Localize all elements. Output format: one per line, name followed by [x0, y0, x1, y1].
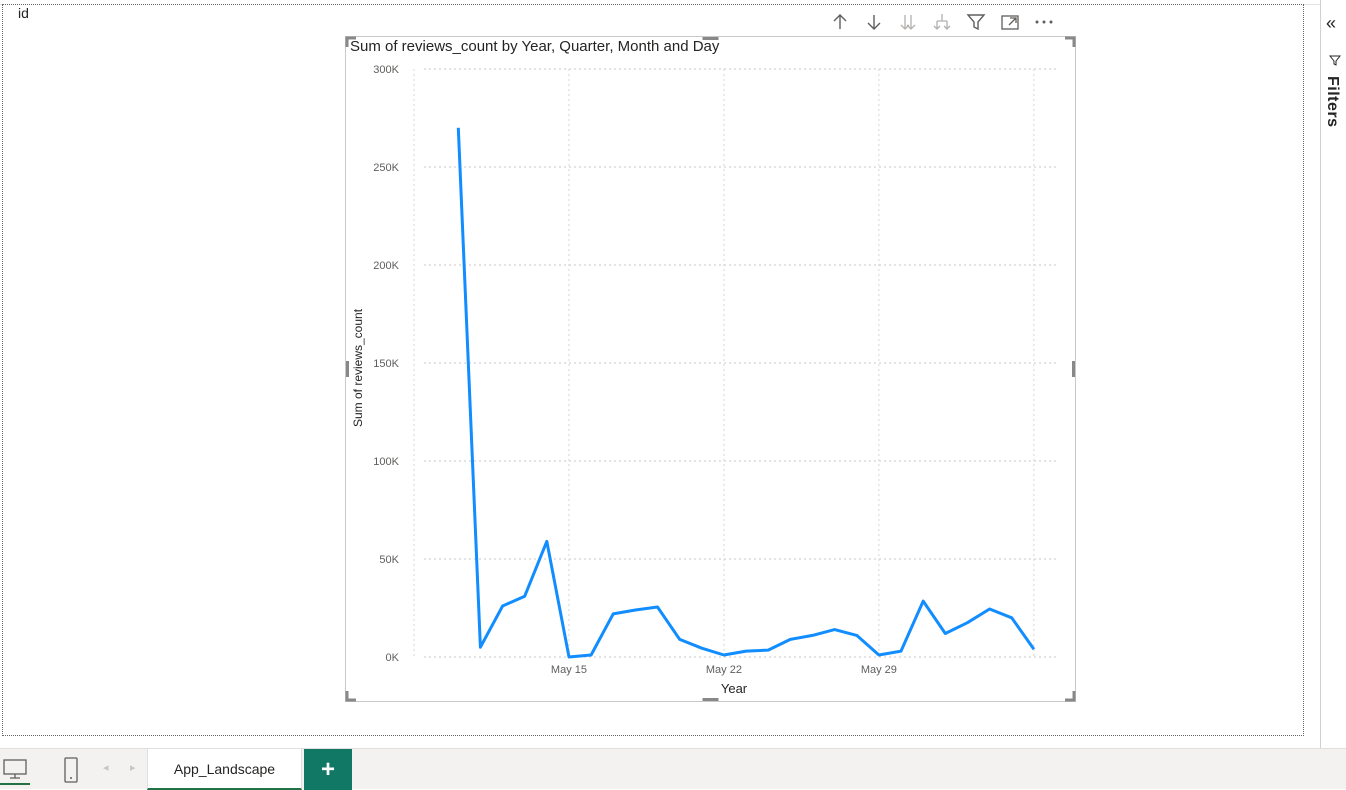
go-to-next-level-button[interactable] — [896, 9, 920, 35]
x-axis-ticks: May 15 May 22 May 29 — [551, 664, 897, 676]
edge-resize-handle — [703, 37, 719, 40]
next-page-arrow[interactable]: ▸ — [130, 761, 136, 774]
double-arrow-down-icon — [898, 12, 918, 32]
phone-icon — [62, 757, 80, 783]
line-chart: Sum of reviews_count by Year, Quarter, M… — [345, 36, 1076, 702]
x-tick-label: May 29 — [861, 664, 897, 676]
corner-resize-handle — [1065, 38, 1074, 47]
page-navigation-bar: ◂ ▸ App_Landscape + — [0, 748, 1346, 789]
x-axis-label: Year — [721, 681, 748, 696]
more-options-button[interactable] — [1032, 9, 1056, 35]
filter-button[interactable] — [964, 9, 988, 35]
x-tick-label: May 15 — [551, 664, 587, 676]
visual-header — [828, 8, 1056, 36]
series-line — [458, 128, 1034, 657]
drill-up-button[interactable] — [828, 9, 852, 35]
expand-all-button[interactable] — [930, 9, 954, 35]
edge-resize-handle — [703, 698, 719, 701]
page-tab-app-landscape[interactable]: App_Landscape — [147, 749, 302, 790]
filters-pane[interactable]: « Filters — [1320, 0, 1346, 748]
field-label[interactable]: id — [18, 5, 29, 21]
chart-series — [458, 128, 1034, 657]
y-tick-label: 50K — [379, 554, 399, 566]
filter-icon — [966, 12, 986, 32]
y-tick-label: 0K — [386, 652, 400, 664]
y-tick-label: 150K — [373, 358, 399, 370]
arrow-down-icon — [864, 12, 884, 32]
y-tick-label: 200K — [373, 260, 399, 272]
filter-icon — [1329, 54, 1341, 66]
desktop-layout-button[interactable] — [0, 755, 30, 785]
drill-down-button[interactable] — [862, 9, 886, 35]
arrow-up-icon — [830, 12, 850, 32]
report-canvas: id Sum of reviews_count by Year, Quarter… — [0, 0, 1320, 748]
desktop-icon — [2, 758, 28, 780]
focus-mode-button[interactable] — [998, 9, 1022, 35]
y-tick-label: 250K — [373, 162, 399, 174]
mobile-layout-button[interactable] — [56, 755, 86, 785]
y-tick-label: 100K — [373, 456, 399, 468]
collapse-filters-icon[interactable]: « — [1326, 14, 1336, 32]
focus-mode-icon — [1000, 12, 1020, 32]
edge-resize-handle — [1072, 361, 1075, 377]
y-axis-label: Sum of reviews_count — [351, 308, 365, 427]
resize-handles[interactable] — [346, 37, 1075, 701]
chart-gridlines — [414, 69, 1056, 657]
add-page-button[interactable]: + — [304, 749, 352, 790]
corner-resize-handle — [1065, 691, 1074, 700]
y-tick-label: 300K — [373, 64, 399, 76]
more-icon — [1034, 12, 1054, 32]
edge-resize-handle — [346, 361, 349, 377]
corner-resize-handle — [347, 691, 356, 700]
y-axis-ticks: 0K 50K 100K 150K 200K 250K 300K — [373, 64, 399, 664]
x-tick-label: May 22 — [706, 664, 742, 676]
previous-page-arrow[interactable]: ◂ — [103, 761, 109, 774]
chart-title: Sum of reviews_count by Year, Quarter, M… — [350, 38, 720, 55]
filters-label[interactable]: Filters — [1323, 76, 1341, 128]
fork-down-icon — [932, 12, 952, 32]
